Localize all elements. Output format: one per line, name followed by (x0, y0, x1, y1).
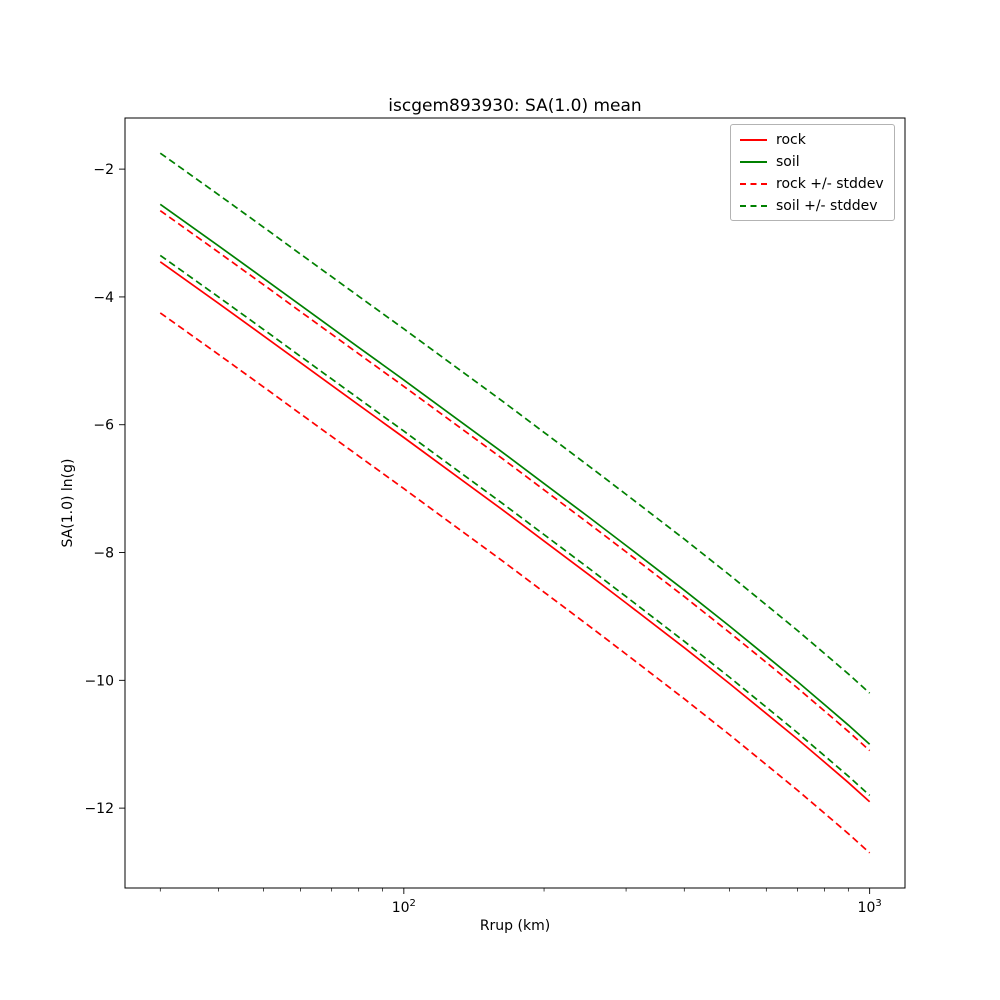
legend-line-sample (740, 182, 767, 185)
legend-label: soil (776, 153, 800, 170)
legend-line-sample (740, 138, 767, 141)
y-tick-label: −10 (84, 673, 114, 689)
series-line-rock-stddev (159, 312, 871, 854)
axes-frame (124, 117, 906, 889)
legend-label: rock +/- stddev (776, 175, 884, 192)
y-tick-label: −6 (93, 418, 114, 434)
legend-entry: rock (740, 131, 884, 148)
legend-label: soil +/- stddev (776, 197, 878, 214)
series-line-soil-stddev (159, 152, 871, 694)
series-line-rock-stddev (159, 209, 871, 752)
legend: rock soil rock +/- stddev soil +/- stddev (730, 124, 895, 221)
legend-entry: rock +/- stddev (740, 175, 884, 192)
y-tick-label: −12 (84, 801, 114, 817)
series-line-soil (159, 203, 871, 745)
legend-line-sample (740, 160, 767, 163)
series-line-rock (159, 261, 871, 803)
series-line-soil-stddev (159, 254, 871, 796)
y-tick-label: −4 (93, 290, 114, 306)
legend-line-sample (740, 204, 767, 207)
x-tick-label: 102 (392, 898, 416, 916)
legend-entry: soil +/- stddev (740, 197, 884, 214)
legend-entry: soil (740, 153, 884, 170)
y-tick-label: −8 (93, 546, 114, 562)
x-axis-label: Rrup (km) (479, 918, 551, 934)
y-tick-label: −2 (93, 162, 114, 178)
x-tick-label: 103 (858, 898, 882, 916)
legend-label: rock (776, 131, 806, 148)
chart-title: iscgem893930: SA(1.0) mean (388, 96, 642, 116)
